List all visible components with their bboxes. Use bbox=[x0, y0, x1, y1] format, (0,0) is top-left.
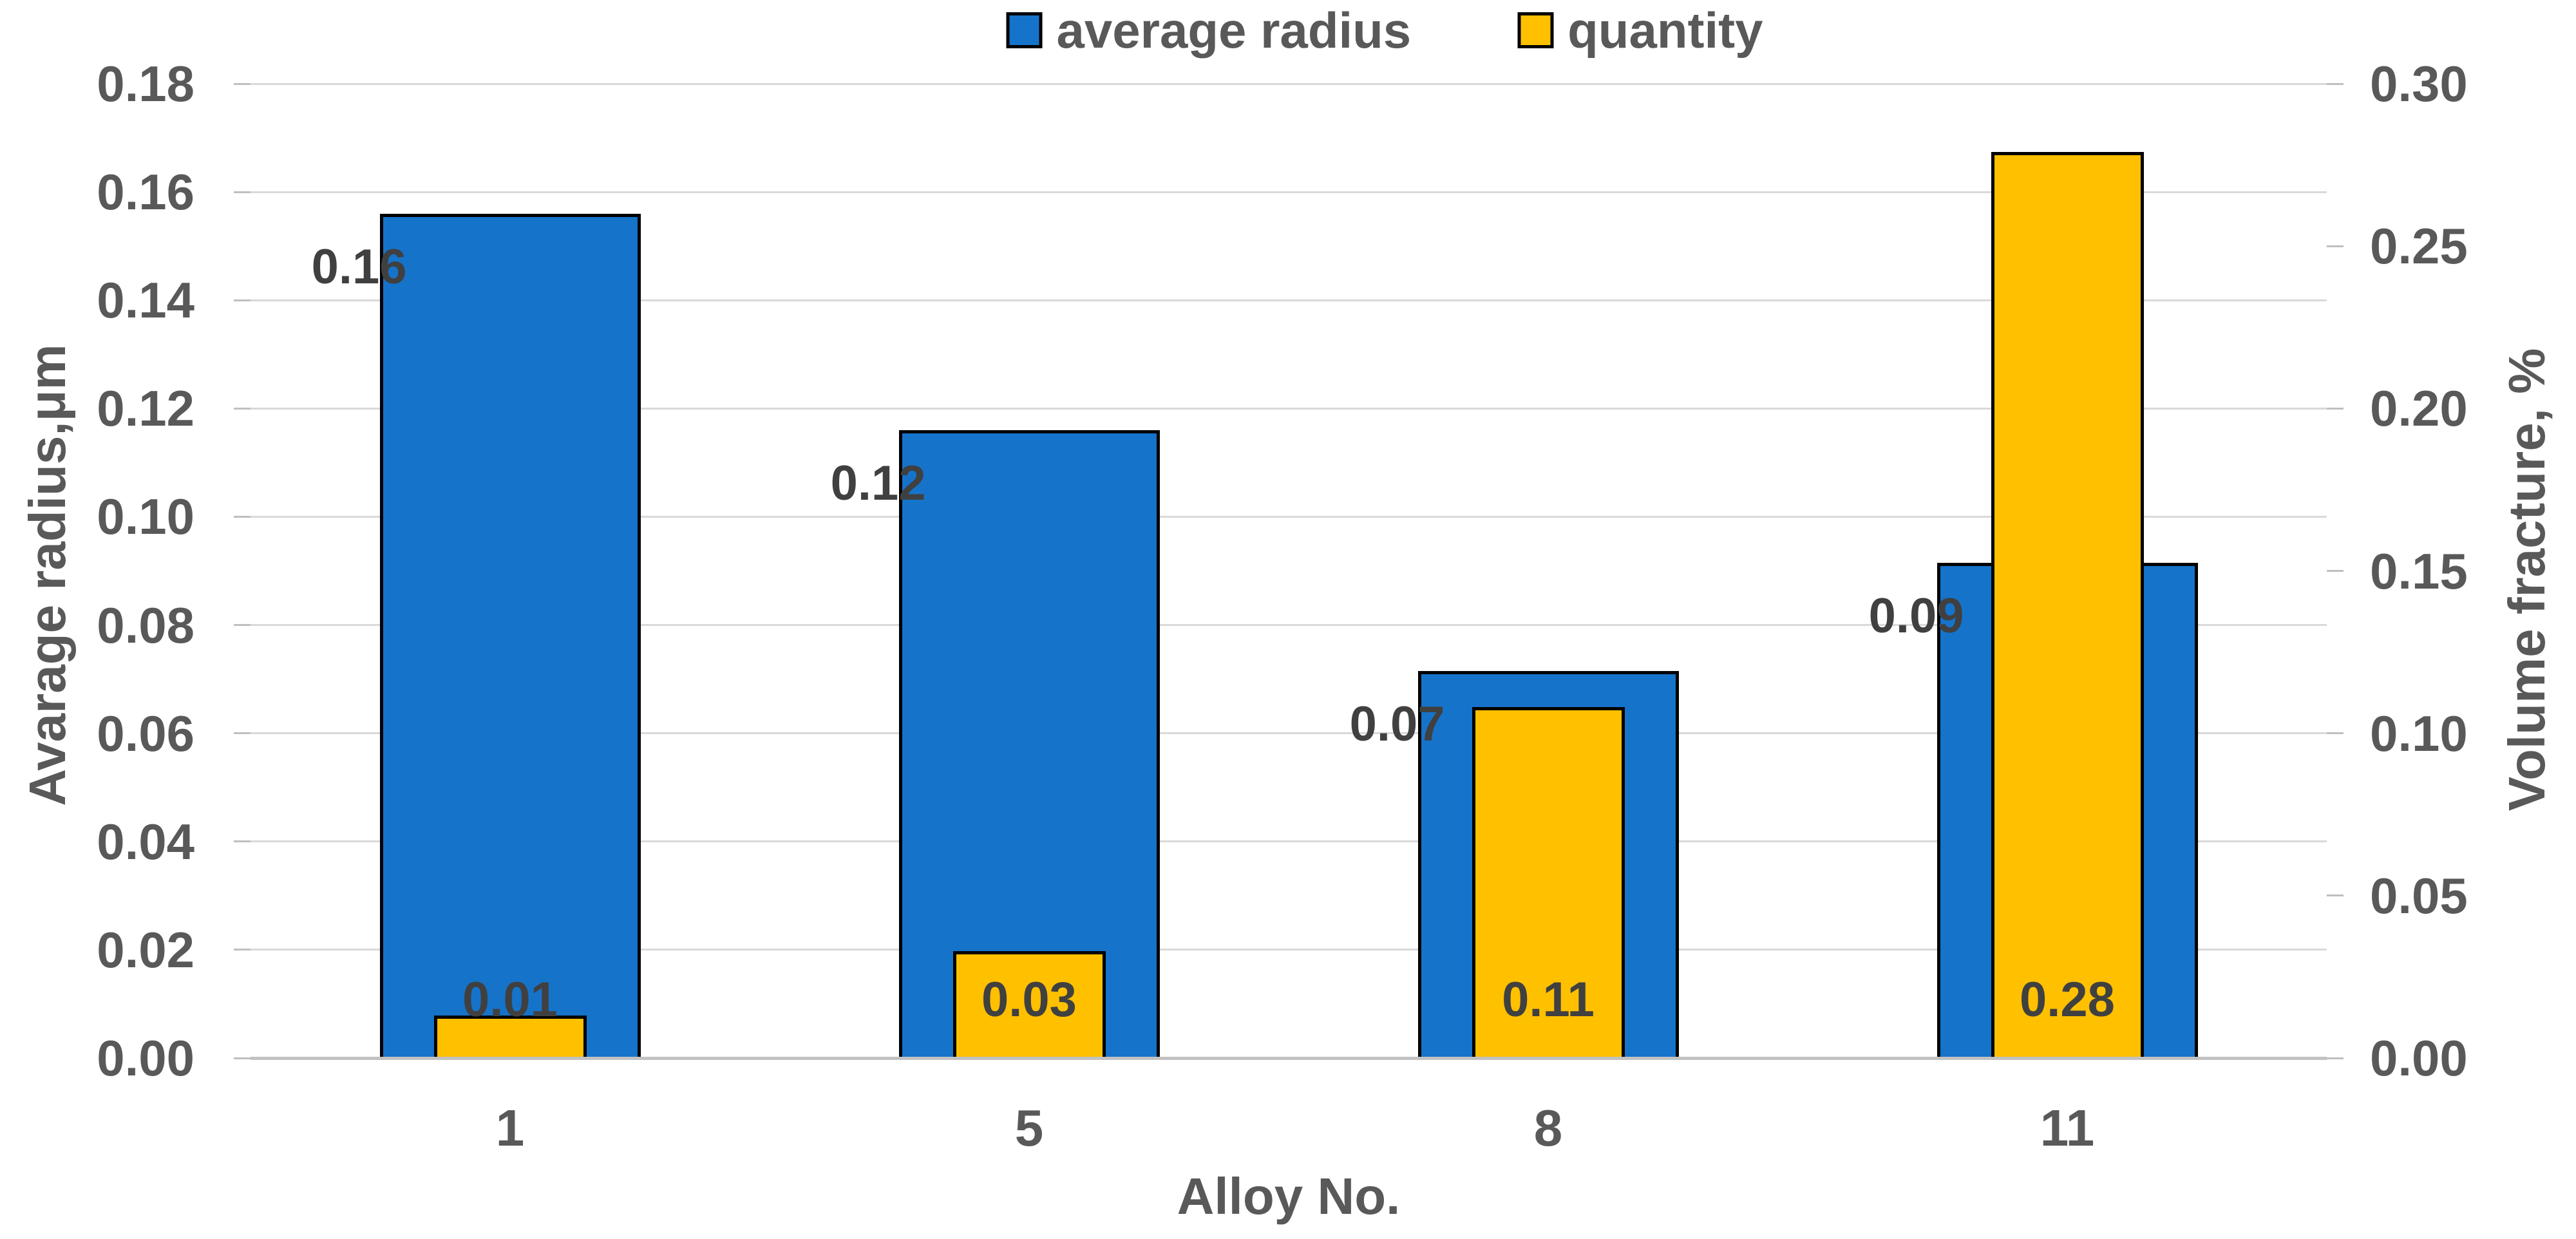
data-label-average-radius: 0.16 bbox=[311, 239, 407, 294]
left-axis-tick-label: 0.00 bbox=[97, 1030, 194, 1086]
legend-label: average radius bbox=[1056, 2, 1412, 59]
left-axis-tick-label: 0.10 bbox=[97, 488, 194, 545]
right-axis-tick-label: 0.10 bbox=[2370, 705, 2468, 762]
left-axis-tick bbox=[234, 515, 251, 518]
gridline bbox=[251, 949, 2327, 951]
gridline bbox=[251, 407, 2327, 410]
bar-quantity bbox=[1991, 151, 2144, 1058]
left-axis-tick-label: 0.06 bbox=[97, 705, 194, 762]
x-axis-category-label: 1 bbox=[495, 1099, 525, 1157]
legend-item-average-radius: average radius bbox=[1006, 2, 1412, 59]
gridline bbox=[251, 82, 2327, 85]
right-axis-tick-label: 0.15 bbox=[2370, 542, 2468, 600]
legend-swatch-icon bbox=[1517, 12, 1554, 48]
left-axis-tick bbox=[234, 732, 251, 735]
right-axis-tick-label: 0.30 bbox=[2370, 55, 2468, 112]
right-axis-tick-label: 0.20 bbox=[2370, 380, 2468, 437]
right-axis-title: Volume fracture, % bbox=[2498, 348, 2555, 811]
right-axis-tick bbox=[2327, 732, 2344, 735]
right-axis-tick bbox=[2327, 407, 2344, 410]
legend-item-quantity: quantity bbox=[1517, 4, 1763, 57]
gridline bbox=[251, 299, 2327, 301]
x-axis-title: Alloy No. bbox=[1177, 1168, 1401, 1225]
bar-average-radius bbox=[379, 213, 641, 1058]
gridline bbox=[251, 515, 2327, 518]
left-axis-tick bbox=[234, 299, 251, 301]
data-label-quantity: 0.03 bbox=[981, 972, 1077, 1027]
left-axis-tick bbox=[234, 407, 251, 410]
legend-swatch-icon bbox=[1006, 12, 1043, 48]
left-axis-tick bbox=[234, 191, 251, 193]
right-axis-tick bbox=[2327, 82, 2344, 85]
data-label-average-radius: 0.07 bbox=[1349, 697, 1445, 752]
left-axis-tick-label: 0.12 bbox=[97, 380, 194, 437]
right-axis-tick bbox=[2327, 1057, 2344, 1059]
left-axis-tick-label: 0.02 bbox=[97, 921, 194, 978]
data-label-quantity: 0.01 bbox=[462, 972, 558, 1027]
right-axis-tick-label: 0.25 bbox=[2370, 218, 2468, 275]
data-label-average-radius: 0.09 bbox=[1868, 588, 1964, 643]
x-axis-category-label: 8 bbox=[1533, 1099, 1563, 1157]
gridline bbox=[251, 191, 2327, 193]
left-axis-tick-label: 0.14 bbox=[97, 272, 194, 329]
gridline bbox=[251, 840, 2327, 843]
left-axis-tick bbox=[234, 82, 251, 85]
left-axis-tick-label: 0.08 bbox=[97, 596, 194, 654]
right-axis-tick bbox=[2327, 894, 2344, 897]
left-axis-title: Avarage radius,μm bbox=[19, 344, 76, 806]
left-axis-tick-label: 0.04 bbox=[97, 813, 194, 870]
data-label-average-radius: 0.12 bbox=[830, 455, 926, 511]
right-axis-tick-label: 0.00 bbox=[2370, 1030, 2468, 1086]
data-label-quantity: 0.28 bbox=[2020, 972, 2115, 1027]
bar-quantity bbox=[433, 1016, 587, 1058]
gridline bbox=[251, 624, 2327, 627]
left-axis-tick bbox=[234, 624, 251, 627]
left-axis-tick-label: 0.16 bbox=[97, 164, 194, 221]
legend-label: quantity bbox=[1567, 2, 1763, 59]
x-axis-category-label: 11 bbox=[2040, 1099, 2095, 1157]
left-axis-tick bbox=[234, 840, 251, 843]
gridline bbox=[251, 732, 2327, 735]
left-axis-tick bbox=[234, 949, 251, 951]
left-axis-tick-label: 0.18 bbox=[97, 55, 194, 112]
bar-quantity bbox=[1472, 707, 1625, 1058]
data-label-quantity: 0.11 bbox=[1502, 972, 1595, 1027]
left-axis-tick bbox=[234, 1057, 251, 1059]
x-axis-line bbox=[251, 1056, 2327, 1060]
bar-quantity bbox=[952, 951, 1106, 1058]
right-axis-tick-label: 0.05 bbox=[2370, 867, 2468, 924]
right-axis-tick bbox=[2327, 245, 2344, 247]
chart-legend: average radius quantity bbox=[1006, 2, 1763, 59]
right-axis-tick bbox=[2327, 570, 2344, 572]
x-axis-category-label: 5 bbox=[1014, 1099, 1044, 1157]
